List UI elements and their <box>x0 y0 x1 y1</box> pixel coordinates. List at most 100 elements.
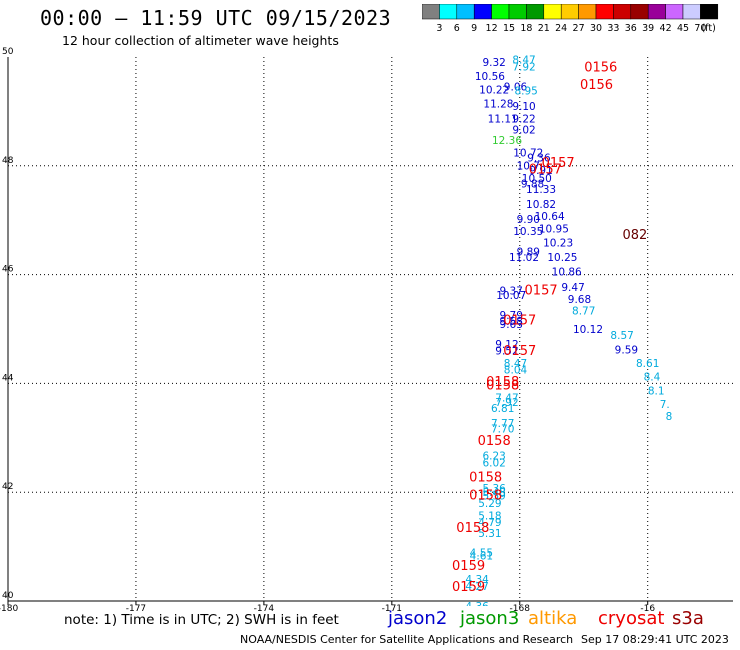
wave-height-label: 10.50 <box>522 173 552 185</box>
legend-item-jason3: jason3 <box>460 608 520 629</box>
wave-height-label: 10.86 <box>552 267 582 279</box>
wave-height-label: 9.06 <box>504 82 528 94</box>
colorbar-label: 21 <box>538 23 550 34</box>
colorbar-label: 18 <box>520 23 532 34</box>
wave-height-label: 8.95 <box>514 86 537 98</box>
wave-height-label: 0157 <box>529 162 562 177</box>
wave-height-label: 8.57 <box>610 330 633 342</box>
wave-height-label: 0158 <box>486 375 519 390</box>
y-tick-label: 42 <box>2 482 13 492</box>
wave-height-label: 7.77 <box>491 418 514 430</box>
colorbar-label: 39 <box>642 23 654 34</box>
wave-height-label: 5.36 <box>482 483 506 495</box>
wave-height-label: 9.47 <box>561 282 584 294</box>
wave-height-label: 9.12 <box>495 339 518 351</box>
colorbar-label: 42 <box>660 23 672 34</box>
wave-height-label: 5.59 <box>482 490 505 502</box>
x-tick-label: -177 <box>126 604 146 614</box>
page-subtitle: 12 hour collection of altimeter wave hei… <box>62 33 339 48</box>
wave-height-label: 8.4 <box>644 372 661 384</box>
wave-height-label: 0158 <box>456 521 489 536</box>
timestamp-text: Sep 17 08:29:41 UTC 2023 <box>581 633 729 646</box>
wave-height-label: 5.31 <box>478 528 501 540</box>
wave-height-label: 4.61 <box>470 551 493 563</box>
colorbar-label: 24 <box>555 23 567 34</box>
wave-height-label: 4.36 <box>465 601 489 613</box>
x-tick-label: -171 <box>382 604 402 614</box>
wave-height-label: 9.59 <box>615 344 638 356</box>
wave-height-label: 11.33 <box>526 184 556 196</box>
x-tick-label: -174 <box>254 604 275 614</box>
wave-height-label: 9.68 <box>568 294 591 306</box>
legend-item-jason2: jason2 <box>388 608 448 629</box>
y-tick-label: 48 <box>2 156 14 166</box>
legend-item-cryosat: cryosat <box>598 608 665 629</box>
wave-height-label: 7.70 <box>491 423 514 435</box>
wave-height-label: 7.47 <box>495 392 518 404</box>
wave-height-label: 10.82 <box>526 199 556 211</box>
colorbar-label: 33 <box>607 23 619 34</box>
wave-height-label: 9.58 <box>500 316 523 328</box>
wave-height-label: 9.90 <box>517 214 540 226</box>
wave-height-label: 8.04 <box>504 365 528 377</box>
wave-height-colorbar: 3 6 9 12 15 18 21 24 27 30 33 36 39 42 45 70(ft) <box>422 4 719 34</box>
y-tick-label: 50 <box>2 47 14 57</box>
note-text: note: 1) Time is in UTC; 2) SWH is in fe… <box>64 612 339 628</box>
colorbar-label: 9 <box>471 23 477 34</box>
wave-height-label: 7.92 <box>495 397 518 409</box>
wave-height-label: 5.29 <box>478 498 501 510</box>
credit-text: NOAA/NESDIS Center for Satellite Applica… <box>240 633 574 646</box>
wave-height-label: 8.1 <box>648 385 665 397</box>
wave-height-label: 4.55 <box>470 547 493 559</box>
colorbar-unit: (ft) <box>701 23 715 34</box>
wave-height-label: 0158 <box>469 488 502 503</box>
y-tick-label: 46 <box>2 265 14 275</box>
wave-height-label: 9.10 <box>512 101 535 113</box>
wave-height-label: 10.07 <box>496 290 526 302</box>
wave-height-label: 10.12 <box>573 324 603 336</box>
wave-height-label: 8 <box>666 411 673 423</box>
page-title: 00:00 – 11:59 UTC 09/15/2023 <box>40 6 392 30</box>
wave-height-label: 9.89 <box>517 247 540 259</box>
wave-height-label: 8.61 <box>636 358 659 370</box>
wave-height-label: 10.72 <box>513 148 543 160</box>
wave-height-label: 8.47 <box>504 358 527 370</box>
wave-height-label: 9.32 <box>482 57 505 69</box>
x-tick-label: -180 <box>0 604 18 614</box>
colorbar-label: 3 <box>436 23 442 34</box>
colorbar-label: 30 <box>590 23 602 34</box>
wave-height-label: 8.77 <box>572 305 595 317</box>
colorbar-label: 6 <box>454 23 460 34</box>
colorbar-label: 27 <box>573 23 585 34</box>
y-tick-label: 44 <box>2 373 14 383</box>
wave-height-label: 0156 <box>580 78 613 93</box>
wave-height-label: 9.02 <box>512 125 535 137</box>
wave-height-label: 10.25 <box>547 252 577 264</box>
wave-height-label: 0158 <box>469 470 502 485</box>
y-tick-label: 40 <box>2 591 14 601</box>
wave-height-label: 0156 <box>584 61 617 76</box>
wave-height-label: 0157 <box>525 284 558 299</box>
wave-height-label: 9.79 <box>500 310 523 322</box>
wave-height-label: 8.47 <box>512 55 535 67</box>
wave-height-label: 9.36 <box>527 152 551 164</box>
wave-height-label: 082 <box>622 228 647 243</box>
colorbar-label: 36 <box>625 23 637 34</box>
colorbar-label: 12 <box>486 23 498 34</box>
wave-height-label: 0157 <box>503 344 536 359</box>
legend-item-s3a: s3a <box>672 608 704 629</box>
x-tick-label: -168 <box>510 604 531 614</box>
wave-height-label: 10.95 <box>539 224 569 236</box>
wave-height-label: 10.64 <box>535 211 565 223</box>
wave-height-label: 0158 <box>486 378 519 393</box>
wave-height-label: 5.18 <box>478 510 501 522</box>
wave-height-label: 11.28 <box>483 99 513 111</box>
wave-height-label: 7. <box>660 399 670 411</box>
wave-height-label: 7.92 <box>512 62 535 74</box>
wave-height-label: 4.79 <box>478 517 501 529</box>
colorbar-swatch <box>700 4 719 20</box>
wave-height-label: 0159 <box>452 559 485 574</box>
wave-height-label: 10.7 <box>517 161 540 173</box>
